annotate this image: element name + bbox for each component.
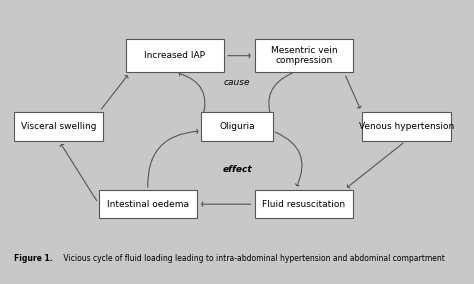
Text: Fluid resuscitation: Fluid resuscitation [262, 200, 346, 209]
FancyBboxPatch shape [99, 190, 197, 218]
FancyBboxPatch shape [255, 39, 353, 72]
FancyBboxPatch shape [255, 190, 353, 218]
Text: effect: effect [222, 166, 252, 174]
Text: Intestinal oedema: Intestinal oedema [107, 200, 189, 209]
FancyBboxPatch shape [14, 112, 103, 141]
Text: Venous hypertension: Venous hypertension [359, 122, 454, 131]
Text: Visceral swelling: Visceral swelling [21, 122, 97, 131]
FancyBboxPatch shape [126, 39, 224, 72]
Text: cause: cause [224, 78, 250, 87]
Text: Increased IAP: Increased IAP [144, 51, 205, 60]
Text: Figure 1.: Figure 1. [14, 254, 53, 263]
FancyBboxPatch shape [362, 112, 451, 141]
Text: Vicious cycle of fluid loading leading to intra-abdominal hypertension and abdom: Vicious cycle of fluid loading leading t… [61, 254, 445, 263]
FancyBboxPatch shape [201, 112, 273, 141]
Text: Oliguria: Oliguria [219, 122, 255, 131]
Text: Mesentric vein
compression: Mesentric vein compression [271, 46, 337, 65]
